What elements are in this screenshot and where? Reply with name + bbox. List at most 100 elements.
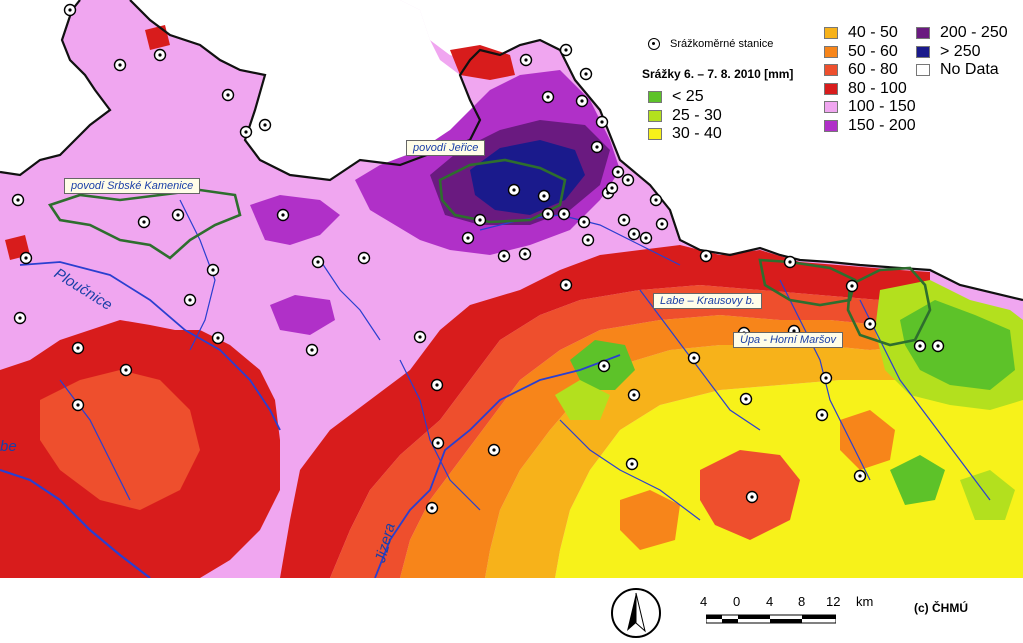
zone-no-data-northeast — [400, 0, 1023, 300]
station-marker-dot — [76, 346, 80, 350]
station-marker-dot — [582, 220, 586, 224]
station-marker-dot — [418, 335, 422, 339]
station-marker-dot — [850, 284, 854, 288]
zone-150-200-south — [270, 295, 335, 335]
station-marker-dot — [216, 336, 220, 340]
legend-class-label: 40 - 50 — [848, 24, 898, 41]
zone-40-50 — [485, 340, 1023, 578]
legend-stations-label: Srážkoměrné stanice — [670, 38, 774, 50]
zone-50-60-southeast — [840, 410, 895, 470]
station-marker-dot — [158, 53, 162, 57]
legend-class-label: 25 - 30 — [672, 106, 722, 124]
station-marker-dot — [602, 364, 606, 368]
legend-class-row: 100 - 150 — [824, 98, 916, 116]
station-marker-dot — [188, 298, 192, 302]
legend-class-label: No Data — [940, 61, 999, 78]
legend-class-row: 25 - 30 — [648, 107, 722, 125]
river-tributary-7 — [399, 359, 481, 511]
station-marker-dot — [616, 170, 620, 174]
legend-swatch — [824, 64, 838, 76]
legend-class-row: 150 - 200 — [824, 117, 916, 135]
station-marker-dot — [868, 322, 872, 326]
station-symbol-icon — [648, 38, 660, 50]
scale-unit: km — [856, 594, 874, 609]
callout-upa-horni-marsov: Úpa - Horní Maršov — [733, 332, 843, 348]
legend-class-row: > 250 — [916, 43, 980, 61]
scale-tick-label: 0 — [733, 594, 741, 609]
legend-class-row: < 25 — [648, 88, 704, 106]
station-marker-dot — [466, 236, 470, 240]
legend-swatch — [824, 27, 838, 39]
station-marker-dot — [644, 236, 648, 240]
station-marker-dot — [492, 448, 496, 452]
legend-class-row: 80 - 100 — [824, 80, 907, 98]
station-marker-dot — [211, 268, 215, 272]
copyright-text: (c) ČHMÚ — [914, 601, 968, 615]
station-marker-dot — [16, 198, 20, 202]
station-marker-dot — [788, 260, 792, 264]
station-marker-dot — [142, 220, 146, 224]
station-marker-dot — [660, 222, 664, 226]
station-marker-dot — [704, 254, 708, 258]
legend-swatch — [916, 45, 930, 58]
callout-jerice: povodí Jeřice — [406, 140, 486, 156]
zone-80-100-band — [280, 245, 930, 578]
zone-over-250 — [470, 140, 585, 215]
legend-swatch — [824, 101, 838, 113]
legend-class-label: 200 - 250 — [940, 24, 1008, 41]
station-marker-dot — [580, 99, 584, 103]
river-label-labe-edge: be — [0, 438, 17, 455]
station-marker-dot — [632, 232, 636, 236]
legend-swatch — [824, 45, 838, 58]
zone-under-25-east — [900, 300, 1015, 390]
legend-class-label: 30 - 40 — [672, 125, 722, 142]
state-border — [0, 0, 1023, 302]
station-marker-dot — [792, 329, 796, 333]
legend-class-label: 60 - 80 — [848, 61, 898, 78]
river-jizera — [374, 354, 621, 578]
legend-swatch — [916, 64, 930, 76]
legend-swatch — [648, 128, 662, 140]
station-marker-dot — [310, 348, 314, 352]
station-marker-dot — [936, 344, 940, 348]
station-marker-dot — [562, 212, 566, 216]
legend-swatch — [648, 109, 662, 122]
legend-class-row: 200 - 250 — [916, 24, 1008, 42]
legend-swatch — [916, 27, 930, 39]
station-marker-dot — [692, 356, 696, 360]
callout-srbske-kamenice: povodí Srbské Kamenice — [64, 178, 201, 194]
legend-swatch — [824, 82, 838, 95]
station-marker-dot — [226, 93, 230, 97]
zone-50-60-south — [620, 490, 680, 550]
station-marker-dot — [820, 413, 824, 417]
map-canvas — [0, 0, 1023, 578]
scale-tick-label: 12 — [826, 594, 841, 609]
station-marker-dot — [542, 194, 546, 198]
station-marker-dot — [750, 495, 754, 499]
legend-class-row: 60 - 80 — [824, 61, 898, 79]
scale-bar — [706, 614, 836, 624]
river-tributary-2 — [319, 259, 381, 341]
station-marker-dot — [176, 213, 180, 217]
station-marker-dot — [430, 506, 434, 510]
zone-25-30-south — [960, 470, 1015, 520]
legend-class-row: 30 - 40 — [648, 125, 722, 143]
station-marker-dot — [632, 393, 636, 397]
station-marker-dot — [76, 403, 80, 407]
zone-25-30-center — [555, 380, 610, 420]
station-marker-dot — [626, 178, 630, 182]
station-marker-dot — [564, 48, 568, 52]
legend-class-label: < 25 — [672, 88, 704, 105]
north-arrow-icon — [611, 588, 661, 638]
legend-swatch — [648, 91, 662, 103]
station-marker-dot — [546, 95, 550, 99]
station-marker-dot — [630, 462, 634, 466]
station-marker-dot — [244, 130, 248, 134]
station-marker-dot — [824, 376, 828, 380]
legend-class-label: 150 - 200 — [848, 116, 916, 134]
scale-tick-label: 4 — [700, 594, 708, 609]
station-marker-dot — [586, 238, 590, 242]
river-labe-west — [0, 468, 151, 578]
legend-stations: Srážkoměrné stanice — [648, 38, 773, 50]
station-marker-dot — [263, 123, 267, 127]
